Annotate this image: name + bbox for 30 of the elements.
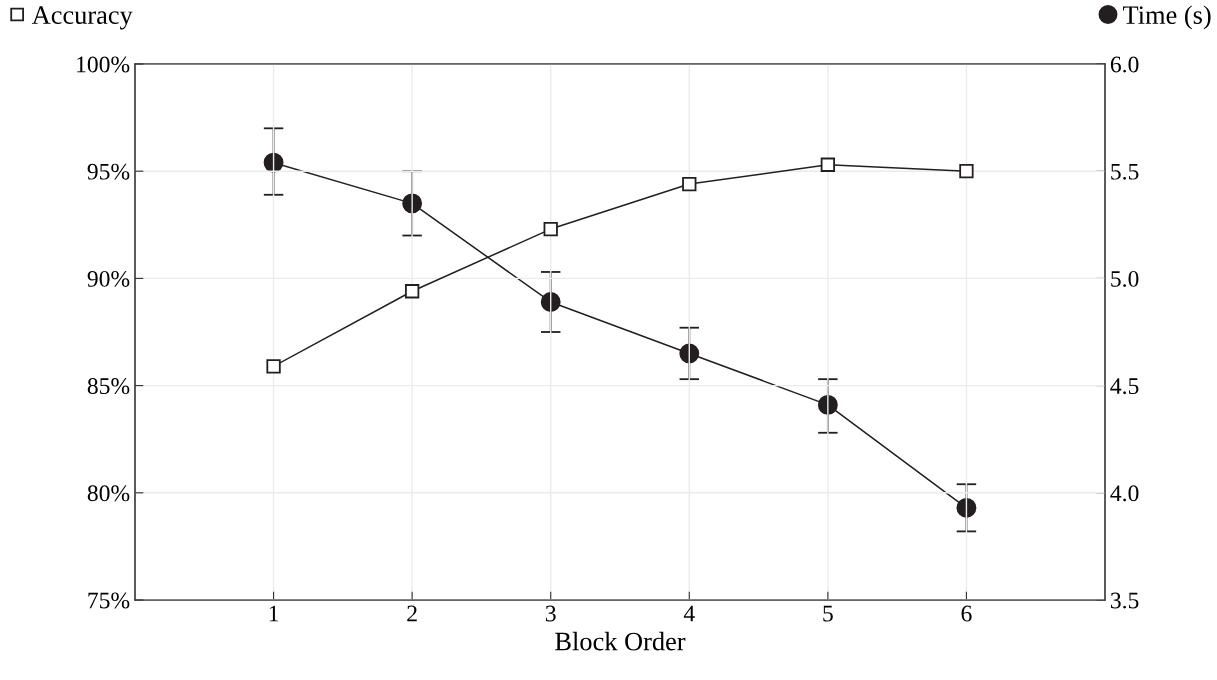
y2-tick-label: 3.5	[1110, 592, 1139, 609]
x-tick-label: 3	[545, 605, 556, 622]
x-tick-label: 6	[961, 605, 972, 622]
legend-label: Time (s)	[1122, 5, 1211, 30]
y2-tick-label: 5.0	[1111, 270, 1139, 287]
x-axis-title: Block Order	[555, 631, 686, 651]
y-tick-label: 85%	[87, 378, 130, 395]
point	[820, 157, 836, 172]
point	[543, 221, 558, 237]
y2-tick-label: 4.0	[1110, 485, 1139, 502]
legend-label: Accuracy	[31, 6, 133, 30]
point	[959, 164, 974, 179]
y-tick-label: 90%	[87, 270, 130, 287]
y-tick-label: 80%	[87, 485, 130, 502]
point	[540, 292, 561, 312]
y-tick-label: 100%	[77, 56, 130, 73]
y-tick-label: 95%	[87, 163, 130, 180]
x-tick-label: 1	[269, 605, 279, 622]
y2-tick-label: 4.5	[1110, 378, 1139, 395]
point	[679, 343, 700, 364]
y-tick-label: 75%	[88, 592, 130, 609]
point	[682, 176, 697, 192]
point	[956, 497, 977, 518]
x-tick-label: 2	[407, 605, 417, 622]
x-tick-label: 4	[683, 605, 695, 622]
x-tick-label: 5	[823, 605, 833, 622]
point	[266, 359, 281, 374]
point	[404, 284, 420, 299]
y2-tick-label: 5.5	[1111, 163, 1139, 180]
y2-tick-label: 6.0	[1110, 56, 1139, 73]
